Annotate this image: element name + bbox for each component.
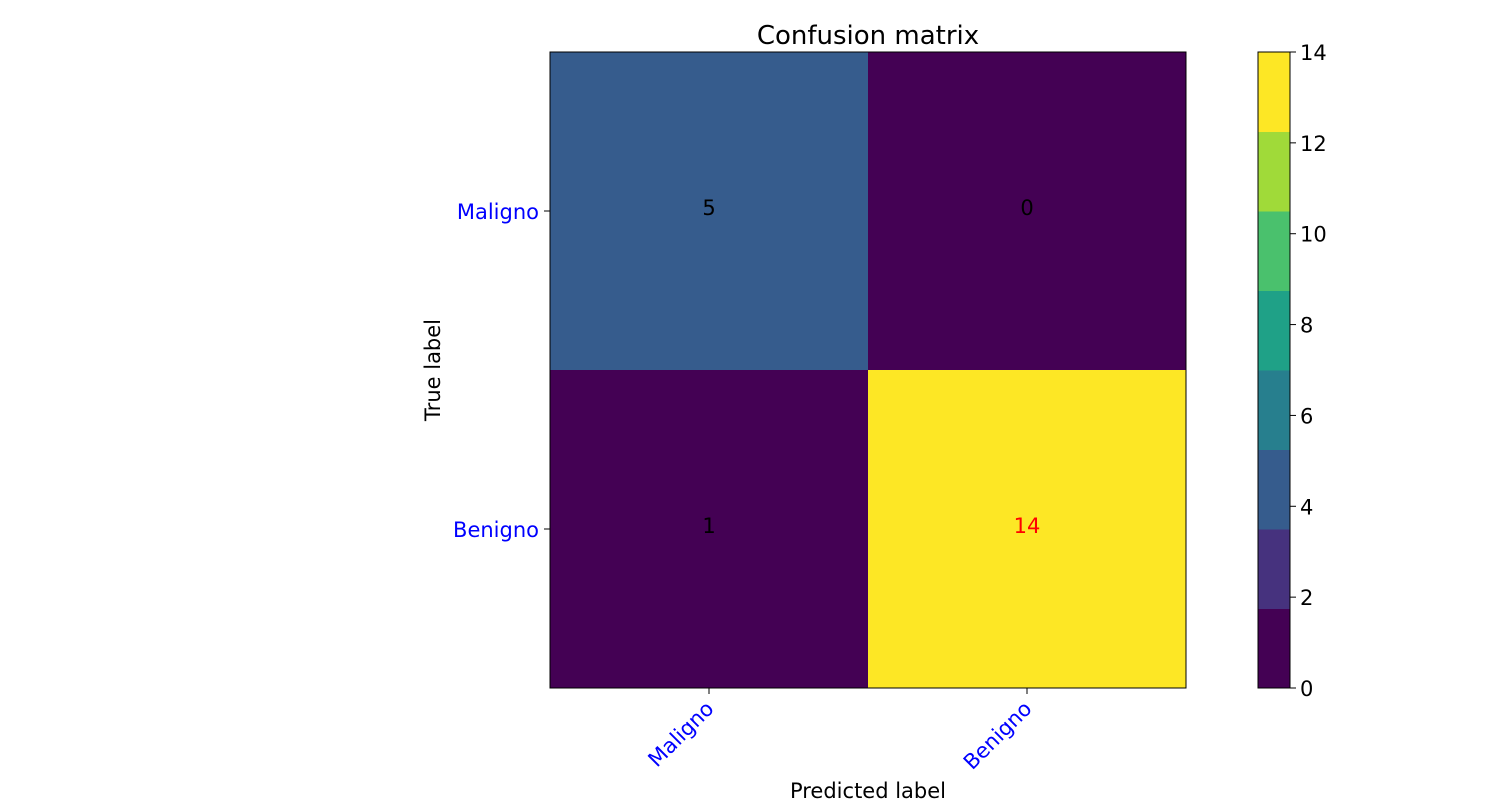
x-tick-label: Maligno: [643, 697, 718, 772]
chart-title: Confusion matrix: [757, 21, 979, 51]
colorbar-frame: [1257, 51, 1291, 689]
colorbar-tick-label: 6: [1300, 404, 1313, 428]
cell-value-label: 0: [1020, 196, 1033, 220]
heatmap-cell: [550, 52, 868, 370]
plot-frame: [549, 51, 1187, 689]
colorbar-tick-label: 10: [1300, 223, 1327, 247]
heatmap-cell: [868, 370, 1186, 688]
cell-value-label: 14: [1014, 514, 1041, 538]
colorbar-tick-label: 14: [1300, 41, 1327, 65]
colorbar-band: [1258, 290, 1290, 371]
colorbar-tick-label: 4: [1300, 495, 1313, 519]
y-tick-label: Benigno: [453, 518, 539, 542]
x-axis-label: Predicted label: [790, 779, 946, 800]
cell-value-label: 5: [702, 196, 715, 220]
colorbar-band: [1258, 211, 1290, 291]
heatmap-cell: [868, 52, 1186, 370]
heatmap-cells: 5 0 1 14: [550, 52, 1186, 688]
y-axis-label: True label: [421, 319, 445, 422]
colorbar-band: [1258, 52, 1290, 132]
y-tick-label: Maligno: [457, 200, 539, 224]
colorbar-tick-label: 12: [1300, 132, 1327, 156]
x-tick-label: Benigno: [959, 697, 1037, 775]
cell-value-label: 1: [702, 514, 715, 538]
heatmap-cell: [550, 370, 868, 688]
colorbar-tick-label: 0: [1300, 677, 1313, 701]
colorbar-band: [1258, 131, 1290, 212]
colorbar-band: [1258, 608, 1290, 689]
colorbar-band: [1258, 449, 1290, 530]
colorbar-band: [1258, 529, 1290, 609]
colorbar-tick-label: 2: [1300, 586, 1313, 610]
colorbar: 0 2 4 6 8 10 12 14: [1257, 41, 1327, 701]
colorbar-band: [1258, 370, 1290, 450]
colorbar-tick-label: 8: [1300, 314, 1313, 338]
